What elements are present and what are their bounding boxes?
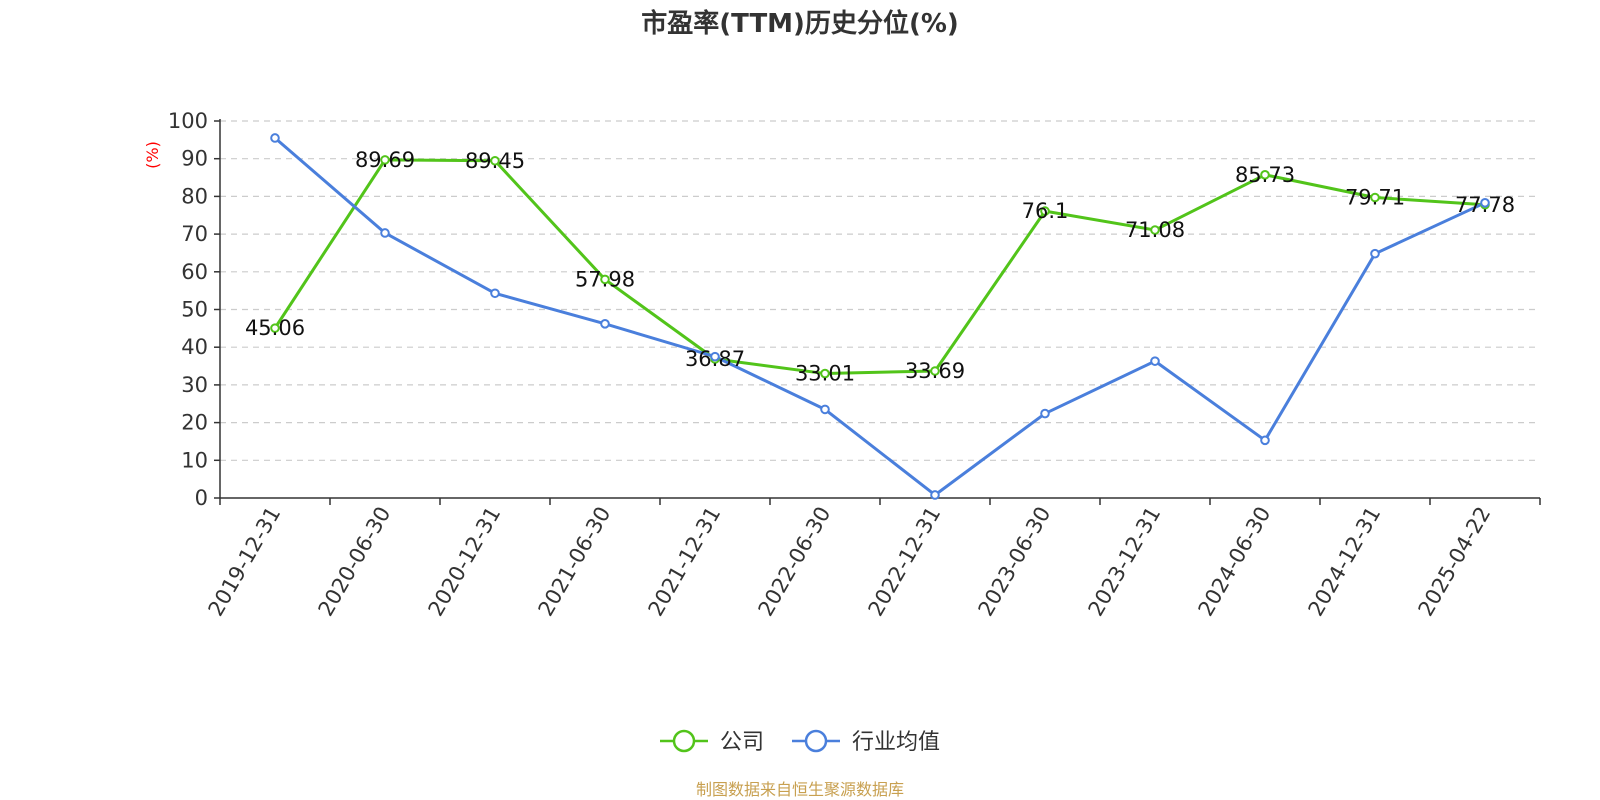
data-point-industry[interactable] [1040,408,1050,419]
data-label-company: 57.98 [575,267,635,291]
data-label-company: 76.1 [1022,199,1069,223]
data-point-company[interactable] [930,366,940,376]
data-point-company[interactable] [1040,206,1050,216]
data-label-company: 77.78 [1455,193,1515,217]
data-point-industry[interactable] [1370,248,1380,259]
x-tick-label: 2022-12-31 [864,503,946,621]
x-tick-label: 2023-06-30 [974,503,1056,621]
data-point-company[interactable] [1150,225,1160,235]
data-point-company[interactable] [490,155,500,166]
y-tick-label: 90 [181,147,208,171]
data-point-industry[interactable] [600,319,610,329]
x-tick-label: 2021-12-31 [644,503,726,621]
y-tick-label: 100 [168,109,208,133]
legend-company-label: 公司 [720,730,764,755]
source-note: 制图数据来自恒生聚源数据库 [696,780,904,799]
data-point-industry[interactable] [490,288,500,299]
x-tick-label: 2022-06-30 [754,503,836,621]
data-point-company[interactable] [600,274,610,285]
data-point-company[interactable] [270,323,280,333]
y-tick-label: 40 [181,335,208,359]
data-point-company[interactable] [380,155,390,165]
data-label-company: 79.71 [1345,185,1405,209]
data-point-industry[interactable] [1480,198,1490,208]
series [270,133,1490,500]
y-tick-label: 50 [181,298,208,322]
data-label-company: 89.69 [355,148,415,172]
legend-company-marker [672,729,696,753]
y-axis-label: (%) [143,141,162,169]
data-point-industry[interactable] [380,228,390,238]
legend-industry-label: 行业均值 [852,730,940,755]
data-label-company: 89.45 [465,149,525,173]
y-tick-label: 20 [181,411,208,435]
data-point-company[interactable] [1370,192,1380,203]
x-tick-label: 2024-12-31 [1304,503,1386,621]
x-tick-label: 2025-04-22 [1414,503,1496,621]
series-line-industry [274,136,1486,497]
data-label-company: 33.69 [905,359,965,383]
legend-item-industry-average[interactable]: 行业均值 [792,729,940,755]
x-tick-label: 2019-12-31 [204,503,286,621]
x-tick-label: 2023-12-31 [1084,503,1166,621]
y-tick-label: 0 [195,486,208,510]
data-point-industry[interactable] [710,351,720,362]
chart-title: 市盈率(TTM)历史分位(%) [641,8,959,39]
data-point-company[interactable] [820,368,830,379]
data-label-company: 33.01 [795,362,855,386]
x-tick-label: 2020-12-31 [424,503,506,621]
series-line-company [273,158,1486,376]
data-label-company: 45.06 [245,316,305,340]
x-tick-label: 2021-06-30 [534,503,616,621]
y-tick-label: 10 [181,448,208,472]
y-tick-label: 70 [181,222,208,246]
data-point-industry[interactable] [820,404,830,415]
data-point-industry[interactable] [270,133,280,143]
data-label-company: 36.87 [685,347,745,371]
data-point-industry[interactable] [1260,435,1270,446]
y-tick-label: 80 [181,184,208,208]
data-point-industry[interactable] [1150,356,1160,366]
data-labels: 45.06 89.69 89.45 57.98 36.87 33.01 33.69 76.1 7… [245,148,1515,386]
x-tick-label: 2024-06-30 [1194,503,1276,621]
grid-lines [220,120,1540,461]
x-tick-label: 2020-06-30 [314,503,396,621]
legend: 公司 行业均值 [660,729,940,755]
data-point-company[interactable] [1260,169,1270,180]
y-tick-label: 30 [181,373,208,397]
legend-item-company[interactable]: 公司 [660,729,764,755]
legend-industry-marker [804,729,828,753]
data-label-company: 71.08 [1125,218,1185,242]
data-point-industry[interactable] [930,490,940,500]
y-tick-label: 60 [181,260,208,284]
data-label-company: 85.73 [1235,163,1295,187]
